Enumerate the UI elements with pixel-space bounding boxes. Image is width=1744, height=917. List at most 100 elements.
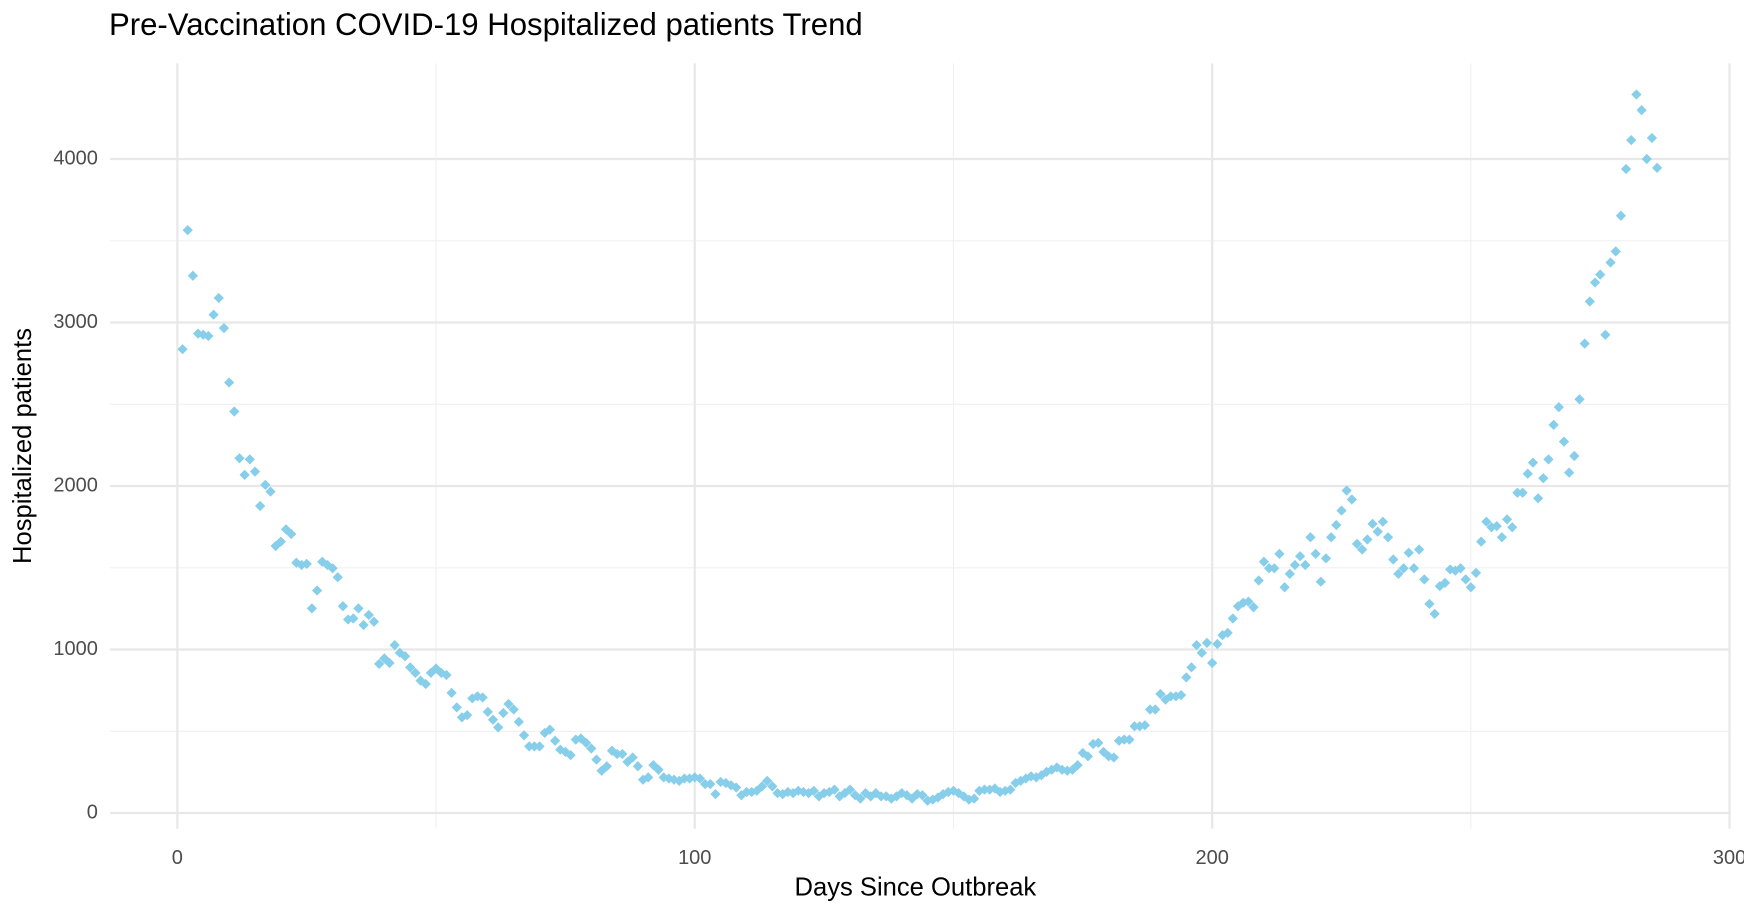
point	[223, 377, 235, 388]
point	[1584, 296, 1595, 307]
point	[1626, 134, 1637, 146]
point	[710, 788, 721, 800]
point	[265, 486, 276, 497]
point	[580, 737, 592, 749]
point	[1558, 436, 1570, 447]
point	[1248, 602, 1259, 613]
point	[932, 792, 944, 803]
point	[787, 787, 799, 799]
point	[1527, 457, 1539, 468]
point	[1258, 556, 1270, 567]
y-tick-label: 3000	[53, 311, 98, 333]
point	[1589, 277, 1601, 288]
point	[1310, 548, 1321, 560]
y-tick-label: 2000	[53, 474, 98, 496]
point	[1429, 608, 1440, 620]
point	[177, 344, 188, 355]
point	[1036, 770, 1047, 781]
point	[917, 790, 928, 801]
point	[518, 730, 530, 741]
point	[436, 667, 447, 679]
point	[332, 572, 343, 583]
point	[446, 687, 457, 698]
point	[358, 619, 369, 631]
point	[425, 667, 437, 679]
point	[461, 709, 473, 721]
point	[301, 558, 312, 569]
point	[311, 585, 323, 596]
point	[508, 704, 519, 715]
point	[1362, 534, 1373, 545]
point	[1196, 647, 1207, 658]
point	[1408, 563, 1420, 574]
point	[1150, 704, 1161, 715]
point	[725, 780, 737, 791]
point	[668, 774, 680, 785]
point	[549, 735, 561, 746]
point	[1615, 210, 1627, 221]
x-tick-label: 100	[678, 847, 711, 869]
point	[1186, 662, 1197, 673]
point	[762, 775, 773, 786]
point	[286, 528, 297, 540]
point	[555, 744, 566, 755]
point	[953, 787, 964, 799]
point	[1496, 532, 1508, 543]
point	[327, 563, 338, 574]
point	[1331, 519, 1342, 531]
point	[767, 781, 778, 792]
point	[255, 500, 266, 512]
point	[1564, 467, 1575, 478]
point	[337, 601, 349, 612]
point	[1486, 522, 1497, 533]
point	[705, 778, 716, 790]
point	[1372, 526, 1383, 537]
point	[1139, 720, 1151, 731]
point	[229, 406, 240, 417]
point	[1201, 637, 1213, 648]
point	[1134, 721, 1145, 732]
point	[1181, 672, 1192, 683]
point	[1336, 505, 1347, 516]
x-tick-label: 0	[172, 847, 183, 869]
point	[498, 707, 509, 719]
point	[1098, 746, 1109, 758]
point	[756, 781, 768, 792]
point	[1155, 688, 1166, 700]
point	[1005, 784, 1016, 795]
point	[1532, 493, 1544, 504]
point	[1320, 553, 1332, 564]
point	[218, 322, 230, 334]
point	[1491, 520, 1502, 532]
point	[1077, 747, 1088, 759]
point	[244, 454, 255, 465]
point	[1413, 544, 1425, 555]
point	[1543, 454, 1554, 465]
point	[1351, 538, 1363, 550]
point	[1274, 548, 1285, 560]
point	[1393, 568, 1404, 579]
point	[627, 752, 638, 763]
point	[1470, 567, 1482, 578]
point	[1144, 704, 1156, 715]
point	[322, 559, 333, 571]
point	[731, 782, 742, 793]
point	[979, 784, 990, 795]
point	[637, 774, 649, 785]
point	[1294, 551, 1306, 562]
point	[487, 714, 499, 725]
point	[715, 776, 726, 788]
point	[493, 722, 504, 733]
point	[1501, 514, 1513, 525]
point	[1357, 544, 1368, 555]
point	[1315, 576, 1326, 587]
point	[984, 784, 995, 795]
point	[798, 786, 809, 798]
point	[1388, 554, 1399, 565]
point	[544, 724, 556, 735]
point	[477, 692, 488, 703]
point	[565, 750, 576, 761]
point	[410, 667, 421, 679]
point	[1253, 575, 1264, 586]
